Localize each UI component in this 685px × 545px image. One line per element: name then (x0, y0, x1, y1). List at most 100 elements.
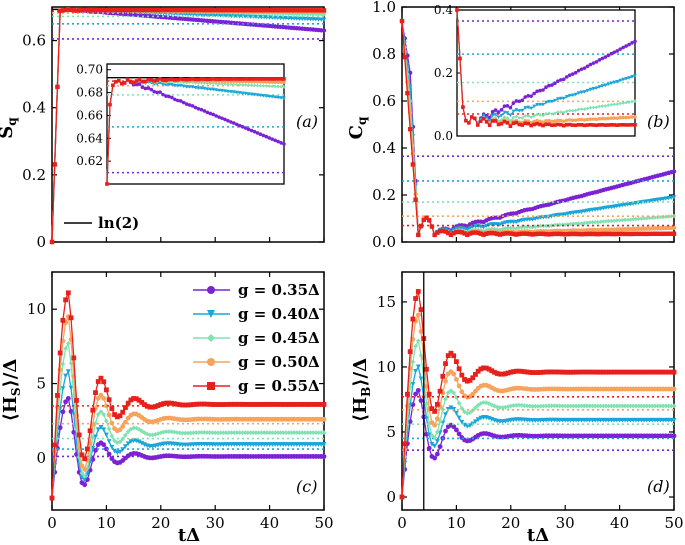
point-d-4-95 (658, 369, 663, 375)
point-b-2-59 (560, 222, 565, 227)
point-c-1-12 (82, 477, 88, 483)
inset-point-b-1-17 (505, 111, 510, 115)
point-d-4-75 (603, 369, 609, 375)
inset-point-b-0-51 (606, 53, 611, 58)
inset-point-b-0-36 (562, 77, 566, 82)
inset-point-b-0-45 (588, 62, 593, 67)
point-b-4-18 (448, 232, 454, 238)
inset-point-a-0-23 (173, 97, 177, 102)
inset-point-a-1-26 (181, 84, 186, 89)
point-a-4-51 (188, 7, 193, 13)
point-b-4-32 (486, 230, 492, 236)
inset-point-b-2-48 (597, 104, 602, 109)
inset-point-a-4-7 (125, 77, 130, 82)
point-c-4-6 (65, 290, 71, 296)
point-a-4-61 (215, 7, 221, 13)
point-d-3-19 (451, 371, 457, 377)
point-a-4-5 (63, 7, 68, 13)
point-c-1-20 (104, 432, 109, 438)
inset-point-b-3-54 (615, 116, 619, 120)
point-b-1-38 (503, 220, 508, 225)
inset-point-b-3-37 (564, 118, 569, 123)
inset-point-b-1-54 (615, 79, 619, 84)
point-b-4-85 (631, 231, 636, 237)
point-b-4-95 (658, 231, 663, 237)
inset-point-b-0-22 (520, 98, 525, 103)
point-b-4-20 (454, 229, 459, 235)
point-b-1-67 (582, 209, 587, 214)
inset-point-b-1-37 (564, 94, 569, 99)
ytick-label-c-0: 0 (36, 449, 46, 467)
point-b-2-38 (503, 226, 508, 231)
point-d-2-62 (568, 403, 574, 409)
point-b-4-79 (614, 231, 620, 237)
inset-point-b-1-48 (597, 85, 602, 89)
point-c-2-6 (65, 341, 71, 346)
point-c-4-87 (286, 401, 292, 407)
point-d-4-98 (666, 369, 671, 375)
inset-point-a-0-58 (276, 139, 280, 144)
point-b-4-46 (524, 231, 530, 236)
point-a-4-38 (153, 7, 158, 13)
point-d-2-75 (603, 403, 609, 409)
point-c-0-4 (60, 409, 66, 415)
inset-point-b-1-28 (538, 102, 542, 107)
inset-point-a-0-10 (134, 82, 139, 87)
point-c-4-47 (177, 402, 183, 408)
point-c-0-12 (82, 482, 88, 488)
point-b-4-17 (446, 230, 451, 236)
inset-point-a-1-37 (214, 88, 218, 92)
inset-point-a-0-13 (143, 86, 148, 91)
inset-point-b-1-16 (502, 110, 507, 115)
point-b-4-22 (459, 230, 465, 235)
inset-point-a-0-52 (258, 132, 263, 137)
point-a-4-43 (166, 7, 172, 13)
inset-point-b-4-47 (594, 123, 599, 128)
point-b-4-49 (533, 231, 538, 237)
point-a-4-97 (313, 8, 319, 13)
inset-point-a-4-5 (119, 81, 124, 86)
point-d-4-18 (448, 350, 454, 356)
inset-point-b-2-60 (633, 99, 637, 103)
point-b-4-76 (606, 231, 611, 237)
point-a-4-65 (226, 7, 231, 13)
point-c-2-52 (191, 430, 196, 436)
inset-point-b-0-59 (630, 41, 634, 45)
point-c-2-69 (237, 430, 243, 436)
point-b-1-66 (579, 209, 584, 215)
point-a-4-28 (125, 7, 131, 13)
inset-point-b-4-7 (475, 123, 480, 127)
inset-point-b-0-58 (627, 42, 631, 47)
point-d-4-33 (489, 368, 495, 374)
inset-point-b-4-45 (588, 122, 593, 127)
inset-point-b-4-55 (618, 123, 622, 127)
point-d-2-76 (606, 403, 612, 409)
inset-point-b-0-12 (490, 109, 495, 114)
point-c-2-16 (93, 420, 98, 426)
point-d-4-81 (619, 369, 625, 375)
point-b-4-29 (478, 231, 484, 236)
point-b-4-77 (609, 231, 614, 237)
inset-point-b-2-22 (520, 116, 525, 120)
point-b-4-6 (416, 232, 421, 238)
inset-point-b-0-50 (603, 55, 608, 59)
point-d-0-5 (413, 391, 418, 397)
point-c-4-38 (152, 404, 158, 409)
point-b-1-98 (666, 195, 671, 201)
point-b-2-48 (530, 225, 535, 230)
point-a-4-6 (66, 7, 71, 12)
point-d-2-17 (445, 390, 451, 396)
inset-point-b-2-43 (582, 107, 587, 111)
point-b-2-74 (601, 219, 606, 224)
point-a-4-15 (90, 8, 95, 13)
inset-point-a-0-27 (184, 102, 189, 106)
legend-c-label-3: g = 0.50Δ (238, 353, 320, 371)
point-b-4-72 (595, 231, 601, 237)
inset-point-a-4-14 (146, 77, 151, 82)
point-a-4-76 (256, 7, 261, 13)
inset-point-a-4-29 (190, 77, 195, 81)
point-b-2-88 (639, 216, 644, 221)
inset-ytick-label-a-1: 0.68 (76, 86, 103, 100)
inset-point-b-4-53 (612, 123, 617, 127)
